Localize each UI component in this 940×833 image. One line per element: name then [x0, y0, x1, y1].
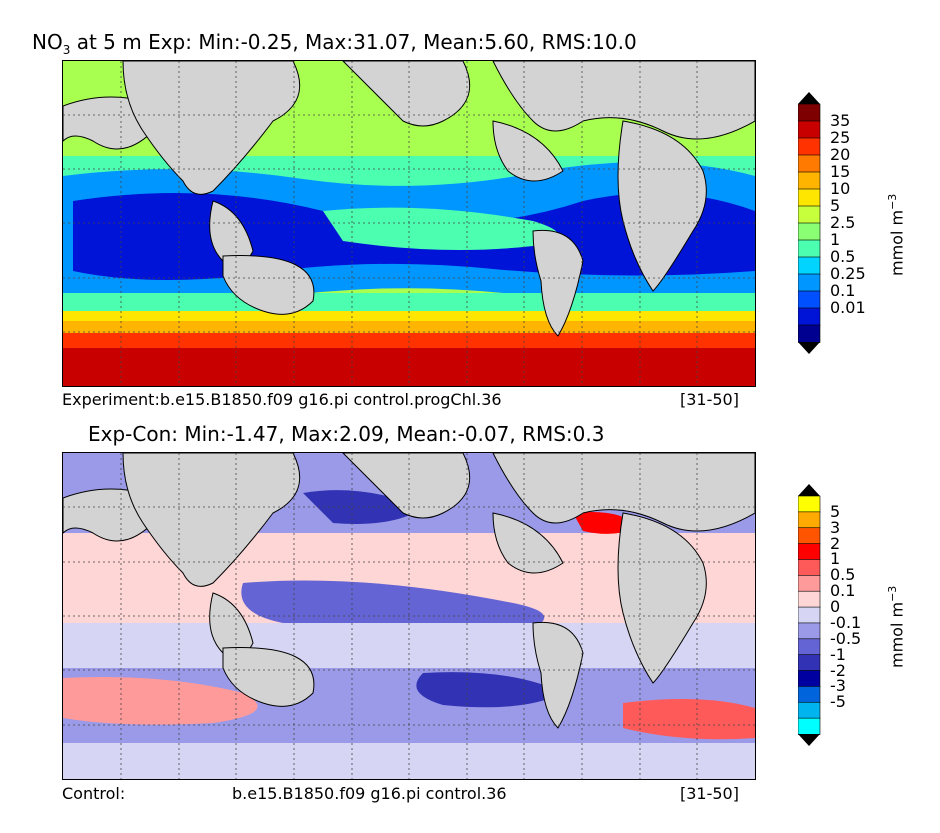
panel1-colorbar-color-step: [798, 307, 821, 326]
panel1-colorbar-color-step: [798, 103, 821, 122]
panel2-colorbar-color-step: [798, 559, 821, 577]
panel2-unit-label: mmol m: [887, 601, 907, 668]
panel1-colorbar-tick-label: 0.01: [830, 298, 866, 317]
panel2-colorbar-tick-label: 3: [830, 517, 841, 537]
panel2-colorbar-tick-label: -0.5: [830, 628, 862, 648]
panel1-colorbar: [798, 92, 821, 354]
panel2-colorbar-color-step: [798, 686, 821, 704]
panel1-title: NO3 at 5 m Exp: Min:-0.25, Max:31.07, Me…: [32, 30, 637, 57]
panel2-colorbar-color-step: [798, 701, 821, 719]
panel2-grid: [63, 453, 755, 779]
panel1-caption-left: Experiment:b.e15.B1850.f09 g16.pi contro…: [62, 390, 502, 409]
panel1-title-sub: 3: [62, 43, 71, 57]
panel2-colorbar-under-arrow: [798, 734, 820, 746]
panel1-colorbar-under-arrow: [798, 342, 820, 354]
panel2-colorbar-tick-label: 5: [830, 501, 841, 521]
panel2-colorbar-tick-label: -0.1: [830, 612, 862, 632]
panel1-colorbar-color-step: [798, 154, 821, 173]
panel1-colorbar-color-step: [798, 205, 821, 224]
panel2-colorbar-tick-label: 0.5: [830, 565, 856, 585]
panel1-colorbar-color-step: [798, 171, 821, 190]
panel1-colorbar-label: mmol m−3: [886, 194, 906, 276]
panel1-colorbar-tick-label: 0.5: [830, 247, 856, 266]
panel2-caption-left: Control:: [62, 784, 126, 803]
panel1-colorbar-color-step: [798, 120, 821, 139]
panel2-colorbar-color-step: [798, 717, 821, 735]
ocean-south-red: [63, 333, 755, 348]
panel2-colorbar-tick-label: 0: [830, 597, 841, 617]
panel2-colorbar-color-step: [798, 654, 821, 672]
panel2-unit-exp: −3: [886, 585, 899, 602]
panel1-caption-right: [31-50]: [680, 390, 739, 409]
panel2-colorbar-over-arrow: [798, 484, 820, 496]
panel2-colorbar-color-step: [798, 606, 821, 624]
panel1-colorbar-tick-label: 10: [830, 179, 851, 198]
panel1-colorbar-tick-label: 25: [830, 128, 851, 147]
panel2-map-svg: [63, 453, 755, 779]
panel2-colorbar-tick-label: 2: [830, 533, 841, 553]
panel1-colorbar-color-step: [798, 137, 821, 156]
panel1-land: [63, 61, 755, 337]
panel1-colorbar-color-step: [798, 324, 821, 343]
panel1-colorbar-tick-label: 0.25: [830, 264, 866, 283]
panel1-colorbar-tick-label: 5: [830, 196, 841, 215]
panel1-map: [62, 60, 756, 387]
panel1-colorbar-tick-label: 2.5: [830, 213, 856, 232]
diff-south-neg: [416, 672, 563, 708]
panel2-colorbar: [798, 484, 821, 746]
panel1-colorbar-tick-label: 20: [830, 145, 851, 164]
panel2-colorbar-color-step: [798, 527, 821, 545]
panel1-colorbar-color-step: [798, 290, 821, 309]
panel2-title: Exp-Con: Min:-1.47, Max:2.09, Mean:-0.07…: [88, 422, 605, 446]
panel2-colorbar-color-step: [798, 638, 821, 656]
panel2-colorbar-color-step: [798, 670, 821, 688]
panel1-colorbar-color-step: [798, 273, 821, 292]
panel1-title-rest: at 5 m Exp: Min:-0.25, Max:31.07, Mean:5…: [70, 30, 637, 54]
panel1-colorbar-tick-label: 1: [830, 230, 841, 249]
panel2-colorbar-tick-label: 0.1: [830, 581, 856, 601]
ocean-equatorial-pacific: [323, 207, 558, 250]
panel1-colorbar-tick-label: 0.1: [830, 281, 856, 300]
panel2-colorbar-color-step: [798, 622, 821, 640]
panel1-unit-label: mmol m: [887, 209, 907, 276]
panel1-title-prefix: NO: [32, 30, 63, 54]
panel2-colorbar-color-step: [798, 575, 821, 593]
panel2-colorbar-tick-label: -1: [830, 644, 846, 664]
panel1-colorbar-color-step: [798, 256, 821, 275]
panel2-colorbar-tick-label: -5: [830, 692, 846, 712]
panel1-unit-exp: −3: [886, 193, 899, 210]
panel2-map: [62, 452, 756, 780]
panel2-colorbar-tick-label: 1: [830, 549, 841, 569]
panel2-caption-right: [31-50]: [680, 784, 739, 803]
panel1-colorbar-color-step: [798, 239, 821, 258]
panel2-colorbar-label: mmol m−3: [886, 586, 906, 668]
panel1-grid: [63, 61, 755, 386]
panel2-land: [63, 453, 755, 729]
panel2-colorbar-color-step: [798, 590, 821, 608]
panel2-caption-mid: b.e15.B1850.f09 g16.pi control.36: [232, 784, 507, 803]
diff-south-atl-pos: [623, 699, 755, 740]
panel1-map-svg: [63, 61, 755, 386]
diff-eq-pacific: [241, 580, 545, 632]
panel2-colorbar-color-step: [798, 495, 821, 513]
panel1-colorbar-tick-label: 15: [830, 162, 851, 181]
panel1-colorbar-color-step: [798, 222, 821, 241]
panel2-colorbar-tick-label: -3: [830, 676, 846, 696]
panel1-colorbar-color-step: [798, 188, 821, 207]
panel2-colorbar-tick-label: -2: [830, 660, 846, 680]
panel2-colorbar-color-step: [798, 511, 821, 529]
diff-south-pos: [63, 677, 258, 725]
panel2-colorbar-color-step: [798, 543, 821, 561]
panel1-colorbar-tick-label: 35: [830, 111, 851, 130]
panel1-colorbar-over-arrow: [798, 92, 820, 104]
